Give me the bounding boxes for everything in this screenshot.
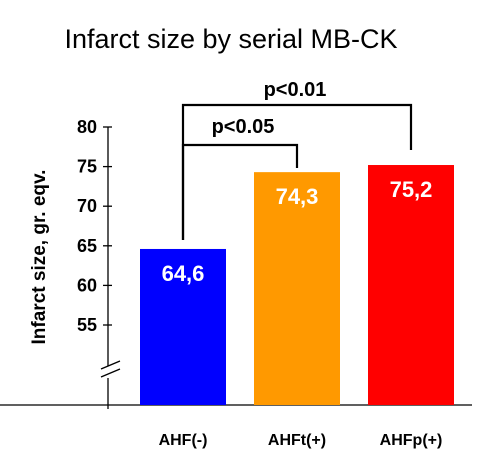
bar xyxy=(140,248,226,405)
x-tick-label: AHFp(+) xyxy=(380,432,443,449)
x-tick-label: AHFt(+) xyxy=(268,432,326,449)
bar xyxy=(368,165,454,405)
y-tick-label: 70 xyxy=(77,196,97,216)
x-tick-label: AHF(-) xyxy=(159,432,208,449)
labels: 64,6 AHF(-) 74,3 AHFt(+) 75,2 AHFp(+) xyxy=(159,177,443,449)
data-label: 75,2 xyxy=(390,177,433,202)
y-tick-label: 60 xyxy=(77,275,97,295)
y-tick-label: 55 xyxy=(77,315,97,335)
data-label: 64,6 xyxy=(162,261,205,286)
y-tick-label: 75 xyxy=(77,157,97,177)
axes: 55 60 65 70 75 80 xyxy=(0,117,472,409)
chart-title: Infarct size by serial MB-CK xyxy=(64,24,397,54)
p-value-label: p<0.05 xyxy=(212,116,275,138)
y-tick-label: 80 xyxy=(77,117,97,137)
p-value-label: p<0.01 xyxy=(264,79,327,101)
data-label: 74,3 xyxy=(276,184,319,209)
bar xyxy=(254,172,340,405)
y-axis-label: Infarct size, gr. eqv. xyxy=(29,170,50,345)
axis-break-mark xyxy=(100,360,121,370)
bars xyxy=(140,165,454,405)
axis-break-mark xyxy=(100,368,121,378)
significance-bracket xyxy=(181,103,413,240)
y-tick-label: 65 xyxy=(77,236,97,256)
significance-brackets: p<0.05 p<0.01 xyxy=(181,79,413,240)
